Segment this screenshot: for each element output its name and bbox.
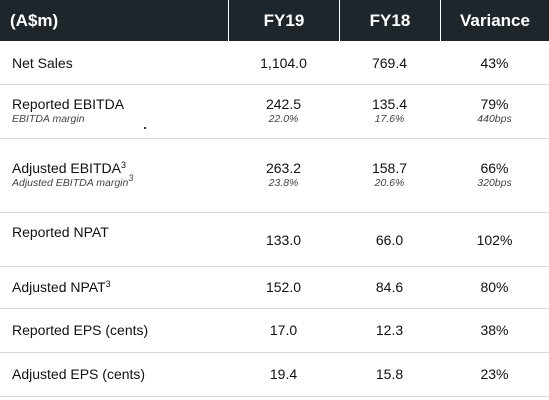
fy19-value: 263.2 [265,160,302,176]
header-units: (A$m) [10,11,59,30]
fy19-margin: 22.0% [268,113,299,125]
header-fy18: FY18 [339,0,440,41]
row-label: Reported EBITDA [12,96,125,112]
table-row: Reported EBITDA EBITDA margin 242.5 22.0… [0,85,549,139]
fy19-margin: 23.8% [268,177,299,189]
row-label: Adjusted EPS (cents) [12,366,146,382]
fy19-value: 17.0 [269,322,298,338]
table-row: Net Sales 1,104.0 769.4 43% [0,41,549,85]
footnote-marker: 3 [105,279,111,289]
fy19-value: 19.4 [269,366,298,382]
table-row: Adjusted NPAT3 152.0 84.6 80% [0,267,549,309]
row-label: Adjusted NPAT3 [12,279,111,295]
fy18-value: 158.7 [371,160,408,176]
table-row: Reported EPS (cents) 17.0 12.3 38% [0,309,549,353]
fy18-value: 84.6 [375,279,404,295]
fy18-margin: 20.6% [374,177,405,189]
fy19-value: 1,104.0 [260,55,307,71]
variance-value: 102% [476,232,513,248]
row-label: Reported EPS (cents) [12,322,149,338]
footnote-marker: 3 [128,173,134,183]
stray-dot [144,127,146,129]
row-sublabel: EBITDA margin [12,113,85,125]
table-row: Reported NPAT 133.0 66.0 102% [0,213,549,267]
row-sublabel: Adjusted EBITDA margin3 [12,173,134,190]
variance-value: 79% [480,96,509,112]
fy19-value: 242.5 [265,96,302,112]
table-header: (A$m) FY19 FY18 Variance [0,0,549,41]
table-row: Adjusted EPS (cents) 19.4 15.8 23% [0,353,549,397]
fy18-margin: 17.6% [374,113,405,125]
variance-value: 43% [480,55,509,71]
row-label: Adjusted EBITDA3 [12,160,126,176]
variance-margin: 440bps [477,113,512,125]
row-label: Reported NPAT [12,224,109,240]
fy18-value: 15.8 [375,366,404,382]
fy18-value: 135.4 [371,96,408,112]
variance-value: 23% [480,366,509,382]
fy18-value: 769.4 [371,55,408,71]
variance-value: 66% [480,160,509,176]
variance-value: 38% [480,322,509,338]
variance-value: 80% [480,279,509,295]
footnote-marker: 3 [120,160,126,170]
header-variance: Variance [440,0,549,41]
fy19-value: 152.0 [265,279,302,295]
table-row: Adjusted EBITDA3 Adjusted EBITDA margin3… [0,139,549,213]
fy19-value: 133.0 [265,232,302,248]
fy18-value: 66.0 [375,232,404,248]
fy18-value: 12.3 [375,322,404,338]
variance-margin: 320bps [477,177,512,189]
row-label: Net Sales [12,55,73,71]
header-fy19: FY19 [228,0,339,41]
